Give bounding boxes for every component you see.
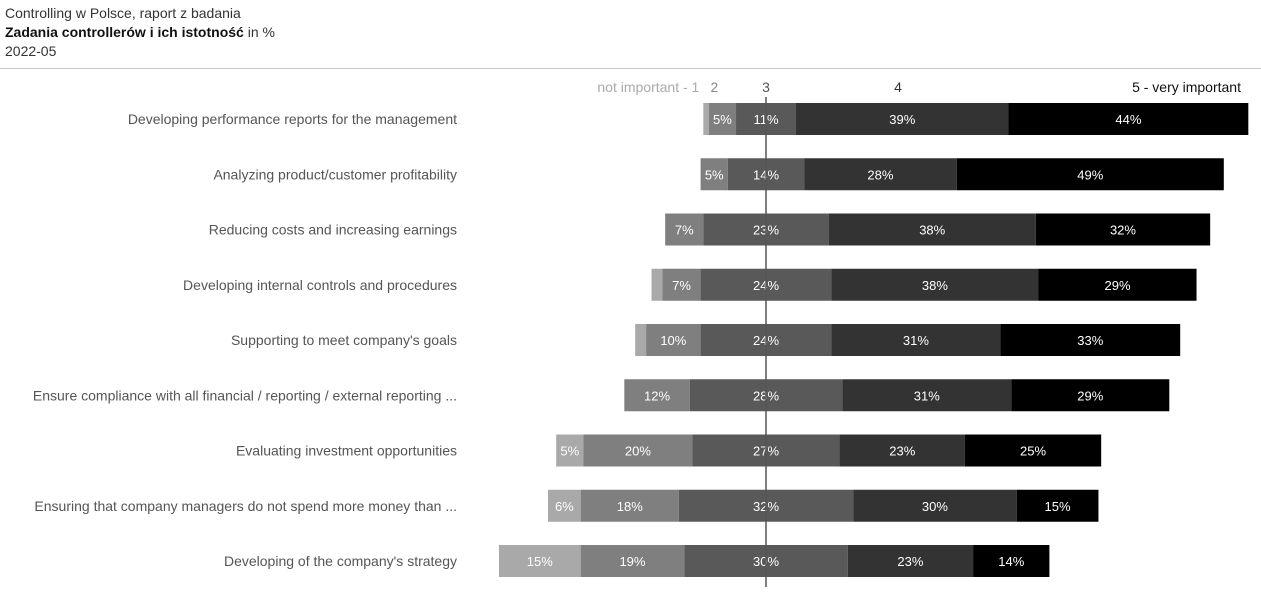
chart-title: Zadania controllerów i ich istotność in … <box>5 23 275 42</box>
report-date: 2022-05 <box>5 43 57 59</box>
bar-segment-4 <box>831 268 1039 301</box>
bar-segment-5 <box>1035 213 1211 246</box>
legend-label-1: not important - 1 <box>597 79 699 95</box>
bar-segment-5 <box>1011 379 1170 412</box>
data-label: 7% <box>675 223 694 238</box>
bar-segment-4 <box>842 379 1012 412</box>
bar-segment-2 <box>665 213 704 246</box>
data-label: 29% <box>1105 278 1131 293</box>
legend-label-3: 3 <box>762 79 770 95</box>
bar-segment-5 <box>1038 268 1197 301</box>
bar-segment-4 <box>839 434 965 467</box>
data-label: 38% <box>919 223 945 238</box>
data-label: 15% <box>1045 499 1071 514</box>
data-label: 5% <box>560 444 579 459</box>
chart-title-suffix: in % <box>243 24 275 40</box>
data-label: 20% <box>625 444 651 459</box>
bar-segment-2 <box>583 434 693 467</box>
bar-segment-1 <box>651 268 663 301</box>
bar-segment-4 <box>831 324 1001 356</box>
chart-header: Controlling w Polsce, raport z badania Z… <box>5 4 275 61</box>
category-label: Developing of the company's strategy <box>224 553 457 569</box>
data-label: 5% <box>713 112 732 127</box>
data-label: 29% <box>1077 388 1103 403</box>
bar-segment-5 <box>1016 489 1099 522</box>
data-label: 38% <box>922 278 948 293</box>
bar-segment-2 <box>580 489 679 522</box>
bar-segment-5 <box>956 158 1224 191</box>
bar-segment-2 <box>662 268 701 301</box>
data-label: 31% <box>903 333 929 348</box>
category-label: Ensuring that company managers do not sp… <box>34 498 457 514</box>
category-label: Supporting to meet company's goals <box>231 332 457 348</box>
data-label: 5% <box>705 167 724 182</box>
data-label: 14% <box>998 554 1024 569</box>
bar-segment-5 <box>1008 103 1249 135</box>
data-label: 7% <box>672 278 691 293</box>
data-label: 19% <box>619 554 645 569</box>
data-label: 44% <box>1115 112 1141 127</box>
bar-segment-4 <box>795 103 1009 135</box>
bar-segment-2 <box>646 324 701 356</box>
bar-segment-4 <box>828 213 1036 246</box>
data-label: 28% <box>867 167 893 182</box>
data-label: 18% <box>617 499 643 514</box>
bar-segment-5 <box>973 545 1050 577</box>
data-label: 10% <box>660 333 686 348</box>
bar-segment-1 <box>556 434 584 467</box>
data-label: 31% <box>914 388 940 403</box>
bar-segment-5 <box>964 434 1102 467</box>
data-label: 49% <box>1077 167 1103 182</box>
data-label: 39% <box>889 112 915 127</box>
legend-label-2: 2 <box>711 79 719 95</box>
bar-segment-2 <box>580 545 685 577</box>
bar-segment-1 <box>635 324 647 356</box>
category-label: Developing performance reports for the m… <box>128 111 457 127</box>
data-label: 30% <box>922 499 948 514</box>
bar-segment-1 <box>498 545 581 577</box>
data-label: 15% <box>527 554 553 569</box>
bar-segment-2 <box>624 379 690 412</box>
bar-segment-5 <box>1000 324 1181 356</box>
header-divider <box>0 68 1261 69</box>
bar-segment-1 <box>548 489 581 522</box>
bar-segment-4 <box>853 489 1017 522</box>
bar-segment-4 <box>847 545 974 577</box>
category-label: Ensure compliance with all financial / r… <box>33 387 457 403</box>
category-label: Evaluating investment opportunities <box>236 443 457 459</box>
category-label: Analyzing product/customer profitability <box>213 166 457 182</box>
bar-segment-1 <box>703 103 709 135</box>
data-label: 12% <box>644 388 670 403</box>
data-label: 25% <box>1020 444 1046 459</box>
data-label: 32% <box>1110 223 1136 238</box>
bar-segment-2 <box>700 158 728 191</box>
bar-segment-2 <box>708 103 737 135</box>
legend-label-4: 4 <box>894 79 902 95</box>
data-label: 6% <box>555 499 574 514</box>
legend-label-5: 5 - very important <box>1132 79 1241 95</box>
data-label: 23% <box>889 444 915 459</box>
report-title: Controlling w Polsce, raport z badania <box>5 5 241 21</box>
category-label: Reducing costs and increasing earnings <box>209 222 457 238</box>
data-label: 33% <box>1077 333 1103 348</box>
data-label: 23% <box>897 554 923 569</box>
bar-segment-4 <box>804 158 957 191</box>
category-label: Developing internal controls and procedu… <box>183 277 457 293</box>
chart-title-bold: Zadania controllerów i ich istotność <box>5 24 244 40</box>
